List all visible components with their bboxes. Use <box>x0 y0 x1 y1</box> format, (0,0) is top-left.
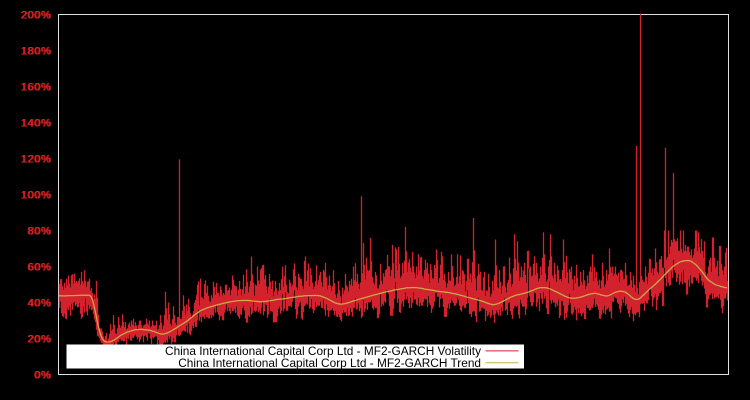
svg-text:100%: 100% <box>21 189 52 201</box>
svg-text:180%: 180% <box>20 45 51 57</box>
svg-text:China International Capital Co: China International Capital Corp Ltd - M… <box>178 356 481 370</box>
svg-text:200%: 200% <box>20 9 51 21</box>
svg-text:20%: 20% <box>28 333 52 345</box>
svg-text:40%: 40% <box>28 297 52 309</box>
svg-text:120%: 120% <box>21 153 52 165</box>
svg-text:80%: 80% <box>28 225 52 237</box>
svg-text:China International Capital Co: China International Capital Corp Ltd - M… <box>165 344 481 358</box>
svg-text:140%: 140% <box>21 117 52 129</box>
svg-text:200%: 200% <box>21 9 52 21</box>
svg-text:40%: 40% <box>27 297 51 309</box>
svg-text:160%: 160% <box>20 81 51 93</box>
svg-text:180%: 180% <box>21 45 52 57</box>
svg-text:140%: 140% <box>20 117 51 129</box>
svg-text:60%: 60% <box>28 261 52 273</box>
svg-text:60%: 60% <box>27 261 51 273</box>
svg-text:0%: 0% <box>35 369 52 381</box>
svg-text:160%: 160% <box>21 81 52 93</box>
svg-text:20%: 20% <box>27 333 51 345</box>
svg-text:0%: 0% <box>34 369 51 381</box>
svg-text:100%: 100% <box>20 189 51 201</box>
svg-text:80%: 80% <box>27 225 51 237</box>
svg-text:120%: 120% <box>20 153 51 165</box>
